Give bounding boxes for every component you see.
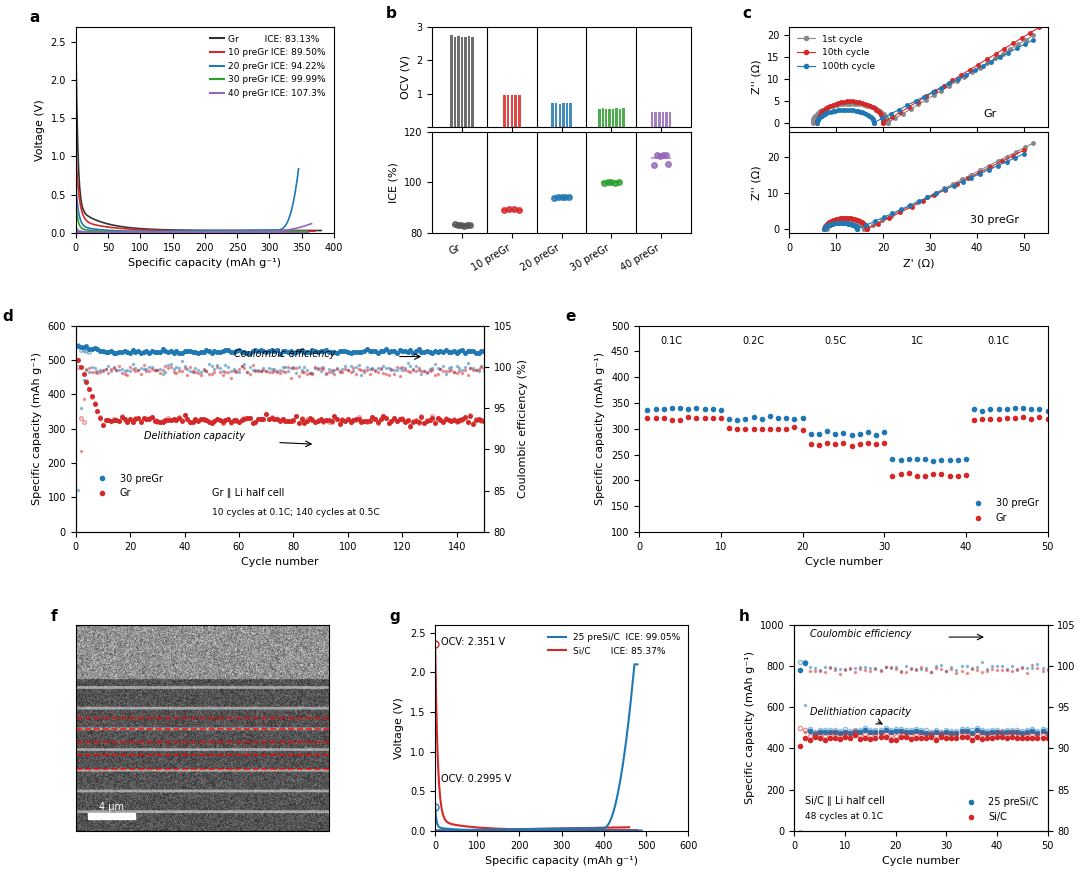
Bar bbox=[611, 109, 615, 127]
Bar bbox=[468, 36, 471, 127]
X-axis label: Specific capacity (mAh g⁻¹): Specific capacity (mAh g⁻¹) bbox=[485, 857, 638, 866]
Bar bbox=[555, 103, 557, 127]
Bar bbox=[454, 36, 457, 127]
Text: Gr ∥ Li half cell: Gr ∥ Li half cell bbox=[212, 488, 284, 498]
Text: g: g bbox=[390, 608, 401, 623]
Bar bbox=[514, 95, 517, 127]
Text: 0.1C: 0.1C bbox=[661, 336, 683, 346]
Text: Si/C ∥ Li half cell: Si/C ∥ Li half cell bbox=[805, 796, 885, 806]
X-axis label: Specific capacity (mAh g⁻¹): Specific capacity (mAh g⁻¹) bbox=[129, 258, 282, 268]
Text: 0.5C: 0.5C bbox=[824, 336, 847, 346]
Text: 48 cycles at 0.1C: 48 cycles at 0.1C bbox=[805, 812, 882, 820]
Bar bbox=[461, 37, 463, 127]
Text: Delithiation capacity: Delithiation capacity bbox=[810, 707, 910, 718]
Legend: 25 preSi/C, Si/C: 25 preSi/C, Si/C bbox=[957, 794, 1042, 827]
X-axis label: Cycle number: Cycle number bbox=[241, 557, 319, 568]
Bar bbox=[558, 103, 562, 127]
X-axis label: Z' (Ω): Z' (Ω) bbox=[903, 258, 934, 268]
Bar bbox=[458, 36, 460, 127]
Text: OCV: 0.2995 V: OCV: 0.2995 V bbox=[442, 774, 512, 784]
Bar bbox=[602, 109, 604, 127]
Bar bbox=[669, 112, 672, 127]
Bar bbox=[464, 36, 467, 127]
Y-axis label: Voltage (V): Voltage (V) bbox=[35, 99, 45, 161]
Bar bbox=[566, 103, 568, 127]
Text: 0.2C: 0.2C bbox=[742, 336, 765, 346]
Y-axis label: Z'' (Ω): Z'' (Ω) bbox=[752, 59, 761, 94]
Y-axis label: Specific capacity (mAh g⁻¹): Specific capacity (mAh g⁻¹) bbox=[745, 652, 755, 804]
Y-axis label: Coulombic efficiency (%): Coulombic efficiency (%) bbox=[517, 359, 528, 499]
Text: Delithiation capacity: Delithiation capacity bbox=[144, 431, 245, 441]
Text: e: e bbox=[566, 309, 576, 324]
Bar bbox=[562, 103, 565, 127]
Text: OCV: 2.351 V: OCV: 2.351 V bbox=[442, 636, 505, 646]
Text: 1C: 1C bbox=[910, 336, 923, 346]
Bar bbox=[518, 95, 521, 127]
Bar bbox=[608, 109, 611, 127]
Text: 4 μm: 4 μm bbox=[98, 802, 123, 812]
Text: 30 preGr: 30 preGr bbox=[970, 215, 1020, 225]
Text: f: f bbox=[51, 608, 57, 623]
Y-axis label: ICE (%): ICE (%) bbox=[389, 162, 399, 203]
X-axis label: Cycle number: Cycle number bbox=[805, 557, 882, 568]
Bar bbox=[569, 103, 571, 127]
Text: 10 cycles at 0.1C; 140 cycles at 0.5C: 10 cycles at 0.1C; 140 cycles at 0.5C bbox=[212, 507, 379, 516]
Legend: 25 preSi/C  ICE: 99.05%, Si/C       ICE: 85.37%: 25 preSi/C ICE: 99.05%, Si/C ICE: 85.37% bbox=[544, 629, 684, 659]
Bar bbox=[616, 109, 618, 127]
Y-axis label: Voltage (V): Voltage (V) bbox=[394, 697, 404, 758]
X-axis label: Cycle number: Cycle number bbox=[882, 857, 960, 866]
Bar bbox=[598, 109, 600, 127]
Legend: 30 preGr, Gr: 30 preGr, Gr bbox=[89, 469, 166, 502]
Bar bbox=[511, 95, 513, 127]
Text: d: d bbox=[2, 309, 13, 324]
Text: a: a bbox=[29, 11, 40, 26]
Bar bbox=[651, 112, 653, 127]
Text: Coulombic efficiency: Coulombic efficiency bbox=[810, 629, 912, 639]
Text: c: c bbox=[743, 6, 752, 21]
Bar bbox=[552, 103, 554, 127]
Y-axis label: Specific capacity (mAh g⁻¹): Specific capacity (mAh g⁻¹) bbox=[31, 352, 42, 506]
Bar bbox=[507, 95, 510, 127]
Bar bbox=[89, 813, 135, 819]
Text: h: h bbox=[739, 608, 750, 623]
Bar bbox=[658, 112, 661, 127]
Bar bbox=[471, 37, 474, 127]
Bar bbox=[665, 112, 667, 127]
Bar bbox=[503, 95, 505, 127]
Bar bbox=[622, 109, 624, 127]
Legend: 1st cycle, 10th cycle, 100th cycle: 1st cycle, 10th cycle, 100th cycle bbox=[794, 31, 879, 74]
Text: Coulombic efficiency: Coulombic efficiency bbox=[233, 348, 335, 359]
Legend: 30 preGr, Gr: 30 preGr, Gr bbox=[964, 494, 1042, 527]
Text: b: b bbox=[386, 6, 396, 21]
Y-axis label: OCV (V): OCV (V) bbox=[401, 55, 410, 99]
Y-axis label: Z'' (Ω): Z'' (Ω) bbox=[752, 165, 761, 200]
Bar bbox=[662, 111, 664, 127]
Text: Gr: Gr bbox=[983, 109, 996, 119]
Bar bbox=[654, 111, 657, 127]
Bar bbox=[605, 109, 607, 127]
Bar bbox=[450, 34, 453, 127]
Text: 0.1C: 0.1C bbox=[987, 336, 1010, 346]
Legend: Gr         ICE: 83.13%, 10 preGr ICE: 89.50%, 20 preGr ICE: 94.22%, 30 preGr ICE: Gr ICE: 83.13%, 10 preGr ICE: 89.50%, 20… bbox=[206, 31, 329, 102]
Y-axis label: Specific capacity (mAh g⁻¹): Specific capacity (mAh g⁻¹) bbox=[595, 352, 605, 506]
Bar bbox=[619, 109, 621, 127]
